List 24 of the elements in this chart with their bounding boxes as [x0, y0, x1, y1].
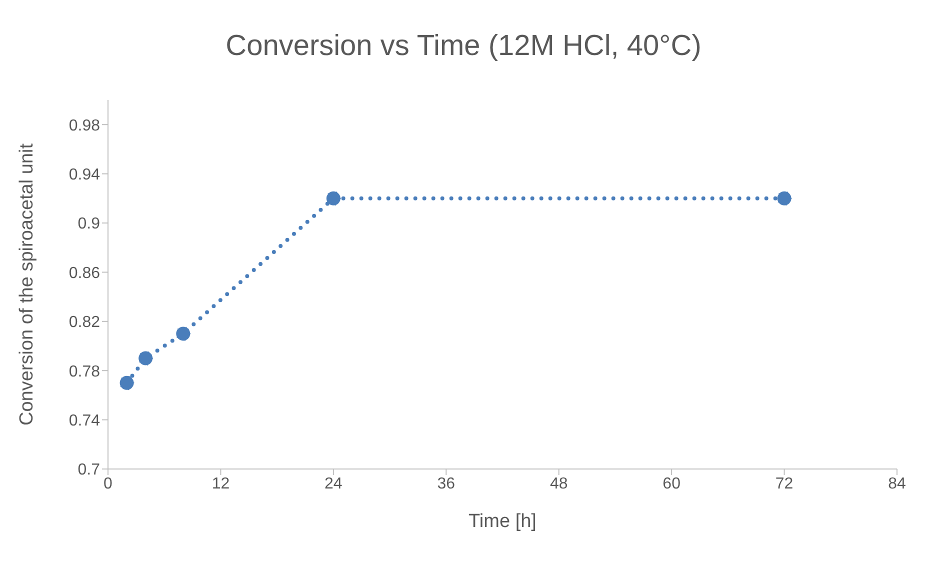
x-axis-title: Time [h]: [468, 511, 536, 532]
point: [138, 350, 154, 366]
y-tick-label: 0.86: [68, 264, 100, 282]
point: [119, 375, 134, 390]
y-tick-label: 0.94: [68, 166, 100, 184]
y-axis-title: Conversion of the spiroacetal unit: [16, 142, 38, 426]
x-tick-label: 48: [550, 475, 568, 492]
x-tick-label: 12: [212, 475, 230, 492]
y-tick-label: 0.98: [68, 117, 100, 134]
x-tick-label: 36: [437, 475, 456, 492]
point: [176, 326, 191, 342]
point: [776, 190, 792, 206]
y-tick-label: 0.78: [68, 363, 100, 380]
y-tick-label: 0.9: [78, 216, 100, 233]
y-tick-label: 0.82: [68, 314, 100, 332]
x-tick-label: 0: [104, 475, 113, 492]
x-tick-label: 24: [324, 475, 342, 492]
y-tick-label: 0.74: [68, 412, 100, 430]
point: [326, 190, 341, 206]
x-tick-label: 84: [888, 475, 906, 492]
x-tick-label: 60: [662, 475, 681, 492]
x-tick-label: 72: [775, 475, 794, 492]
chart-title: Conversion vs Time (12M HCl, 40°C): [224, 30, 702, 63]
y-tick-label: 0.7: [78, 462, 100, 479]
